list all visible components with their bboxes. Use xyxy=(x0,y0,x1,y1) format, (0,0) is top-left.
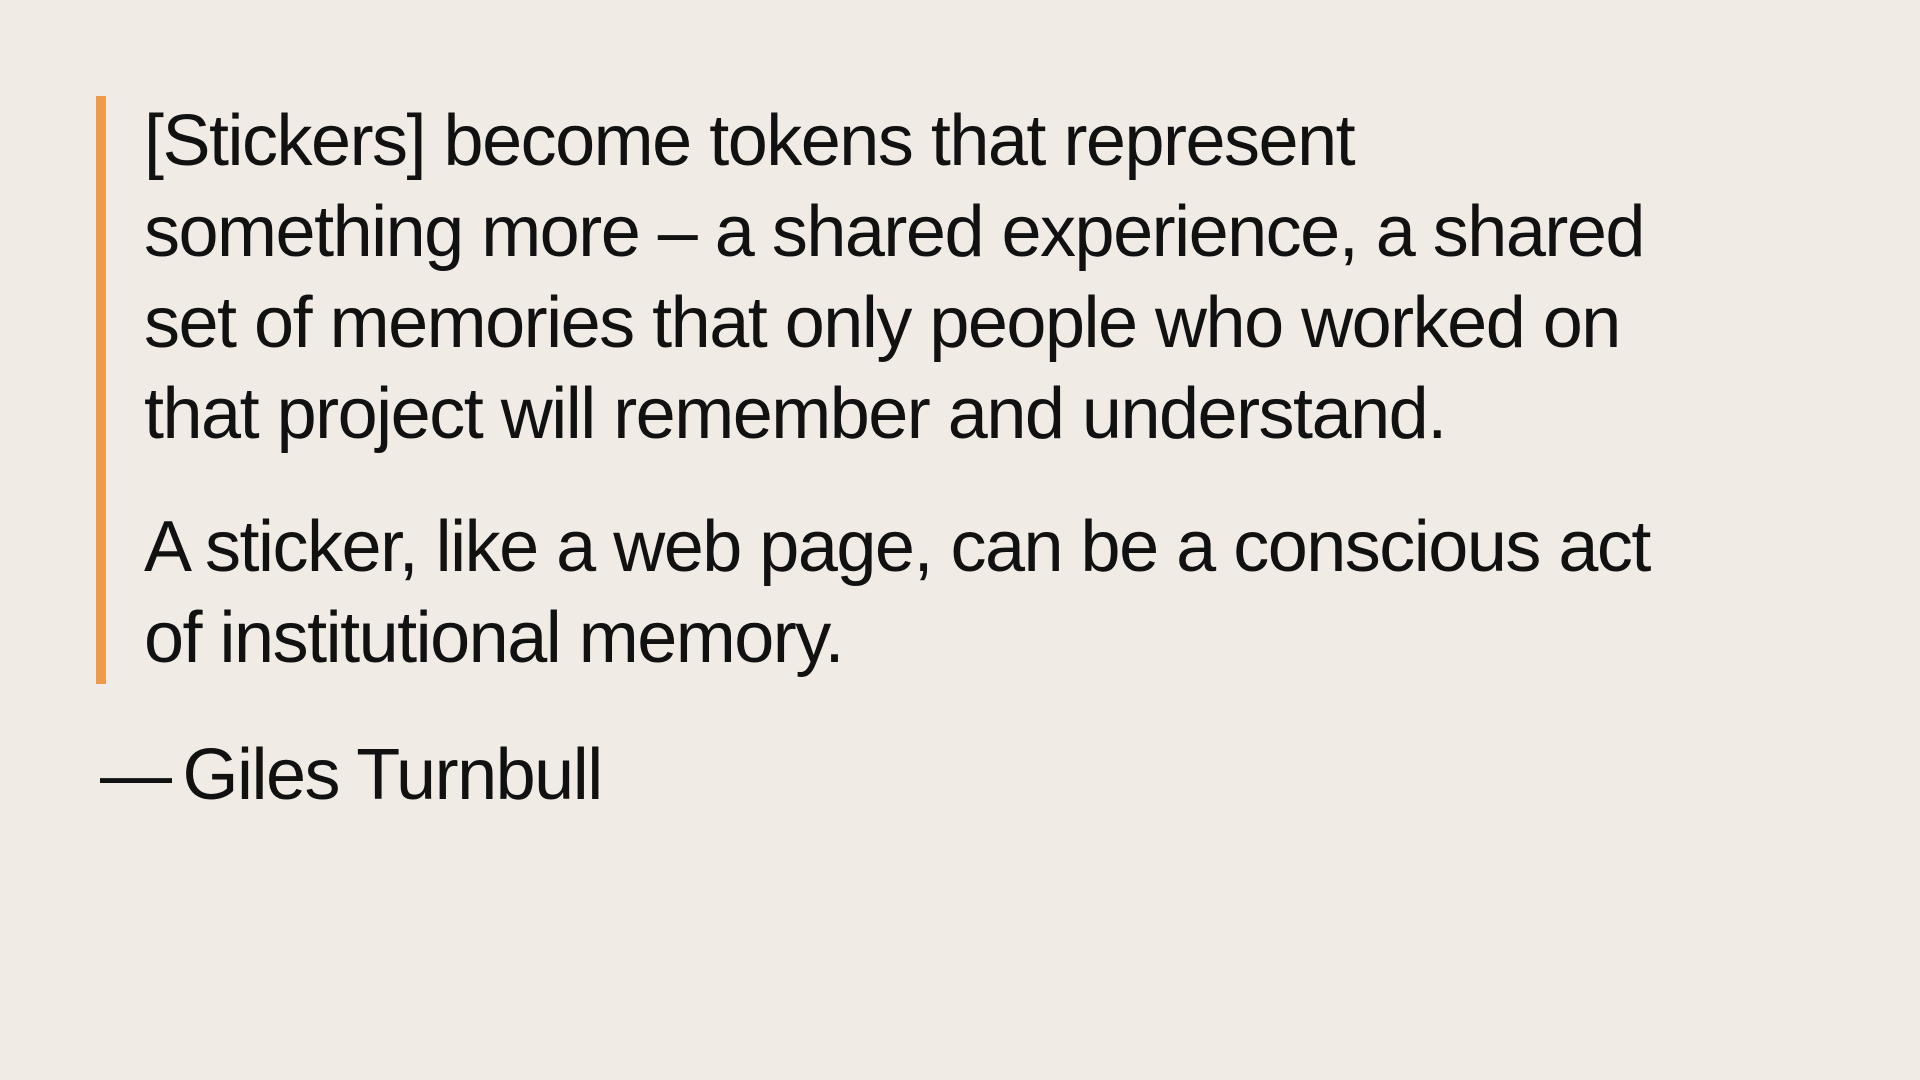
attribution-author: Giles Turnbull xyxy=(182,735,604,815)
quote-line: A sticker, like a web page, can be a con… xyxy=(144,507,1651,587)
quote-attribution: — Giles Turnbull xyxy=(100,730,604,821)
quote-line: [Stickers] become tokens that represent xyxy=(144,101,1356,181)
quote-paragraph-1: [Stickers] become tokens that represent … xyxy=(144,96,1836,460)
quote-paragraph-2: A sticker, like a web page, can be a con… xyxy=(144,502,1836,684)
quote-line: that project will remember and understan… xyxy=(144,374,1447,454)
quote-line: something more – a shared experience, a … xyxy=(144,192,1645,272)
attribution-dash: — xyxy=(100,735,172,815)
quote-line: of institutional memory. xyxy=(144,598,844,678)
quote-line: set of memories that only people who wor… xyxy=(144,283,1621,363)
quote-block: [Stickers] become tokens that represent … xyxy=(96,96,1836,684)
